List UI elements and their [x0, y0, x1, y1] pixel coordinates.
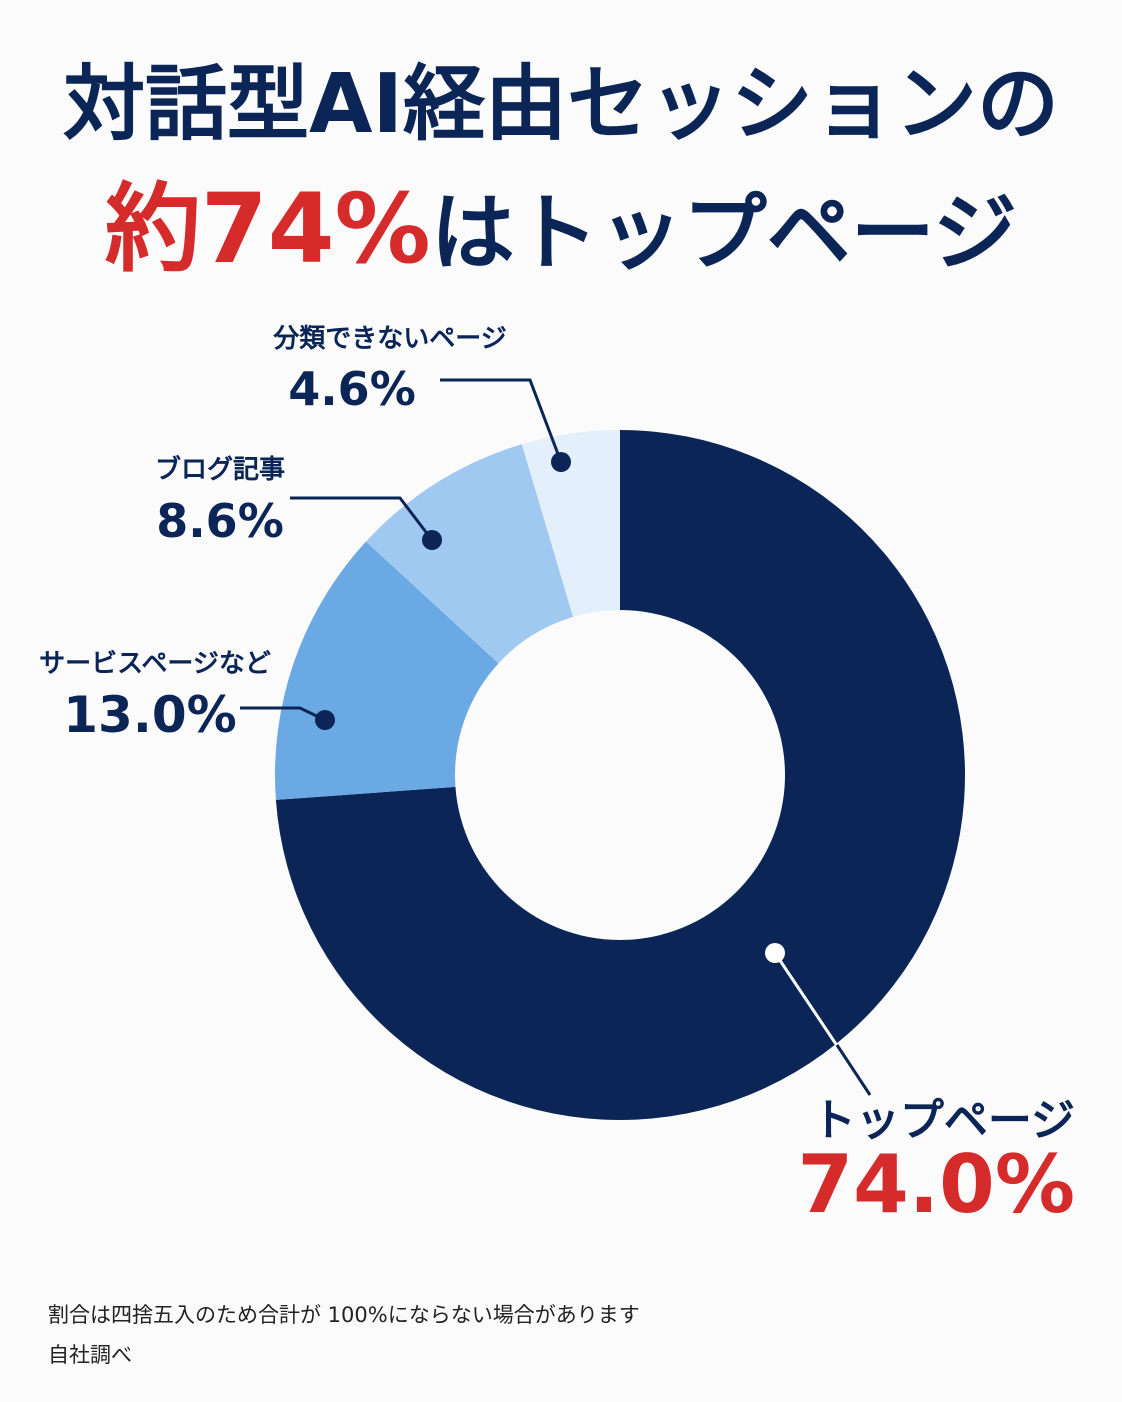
leader-dot	[551, 452, 571, 472]
note: 割合は四捨五入のため合計が 100%にならない場合があります	[48, 1303, 640, 1327]
chart-title: 対話型AI経由セッションの	[63, 57, 1059, 152]
donut-slice	[275, 430, 966, 1120]
donut-slice	[521, 430, 620, 617]
category-label: ブログ記事	[155, 454, 285, 485]
donut-slice	[365, 444, 574, 664]
category-label: 分類できないページ	[272, 324, 506, 354]
value-label: 74.0%	[797, 1138, 1075, 1231]
value-label: 8.6%	[156, 494, 284, 548]
leader-dot	[315, 710, 335, 730]
donut-slice	[274, 541, 499, 800]
category-label: トップページ	[812, 1095, 1075, 1146]
leader-line	[440, 378, 563, 463]
value-label: 13.0%	[63, 686, 236, 744]
leader-line	[835, 1044, 872, 1096]
title-highlight: 約74%	[105, 173, 431, 285]
leader-dot	[765, 943, 785, 963]
title-rest: はトップページ	[431, 184, 1017, 282]
note: 自社調べ	[48, 1343, 132, 1367]
chart-title-line2: 約74%はトップページ	[105, 173, 1017, 285]
category-label: サービスページなど	[39, 649, 271, 679]
leader-dot	[422, 530, 442, 550]
value-label: 4.6%	[288, 362, 416, 416]
leader-line	[290, 496, 434, 541]
